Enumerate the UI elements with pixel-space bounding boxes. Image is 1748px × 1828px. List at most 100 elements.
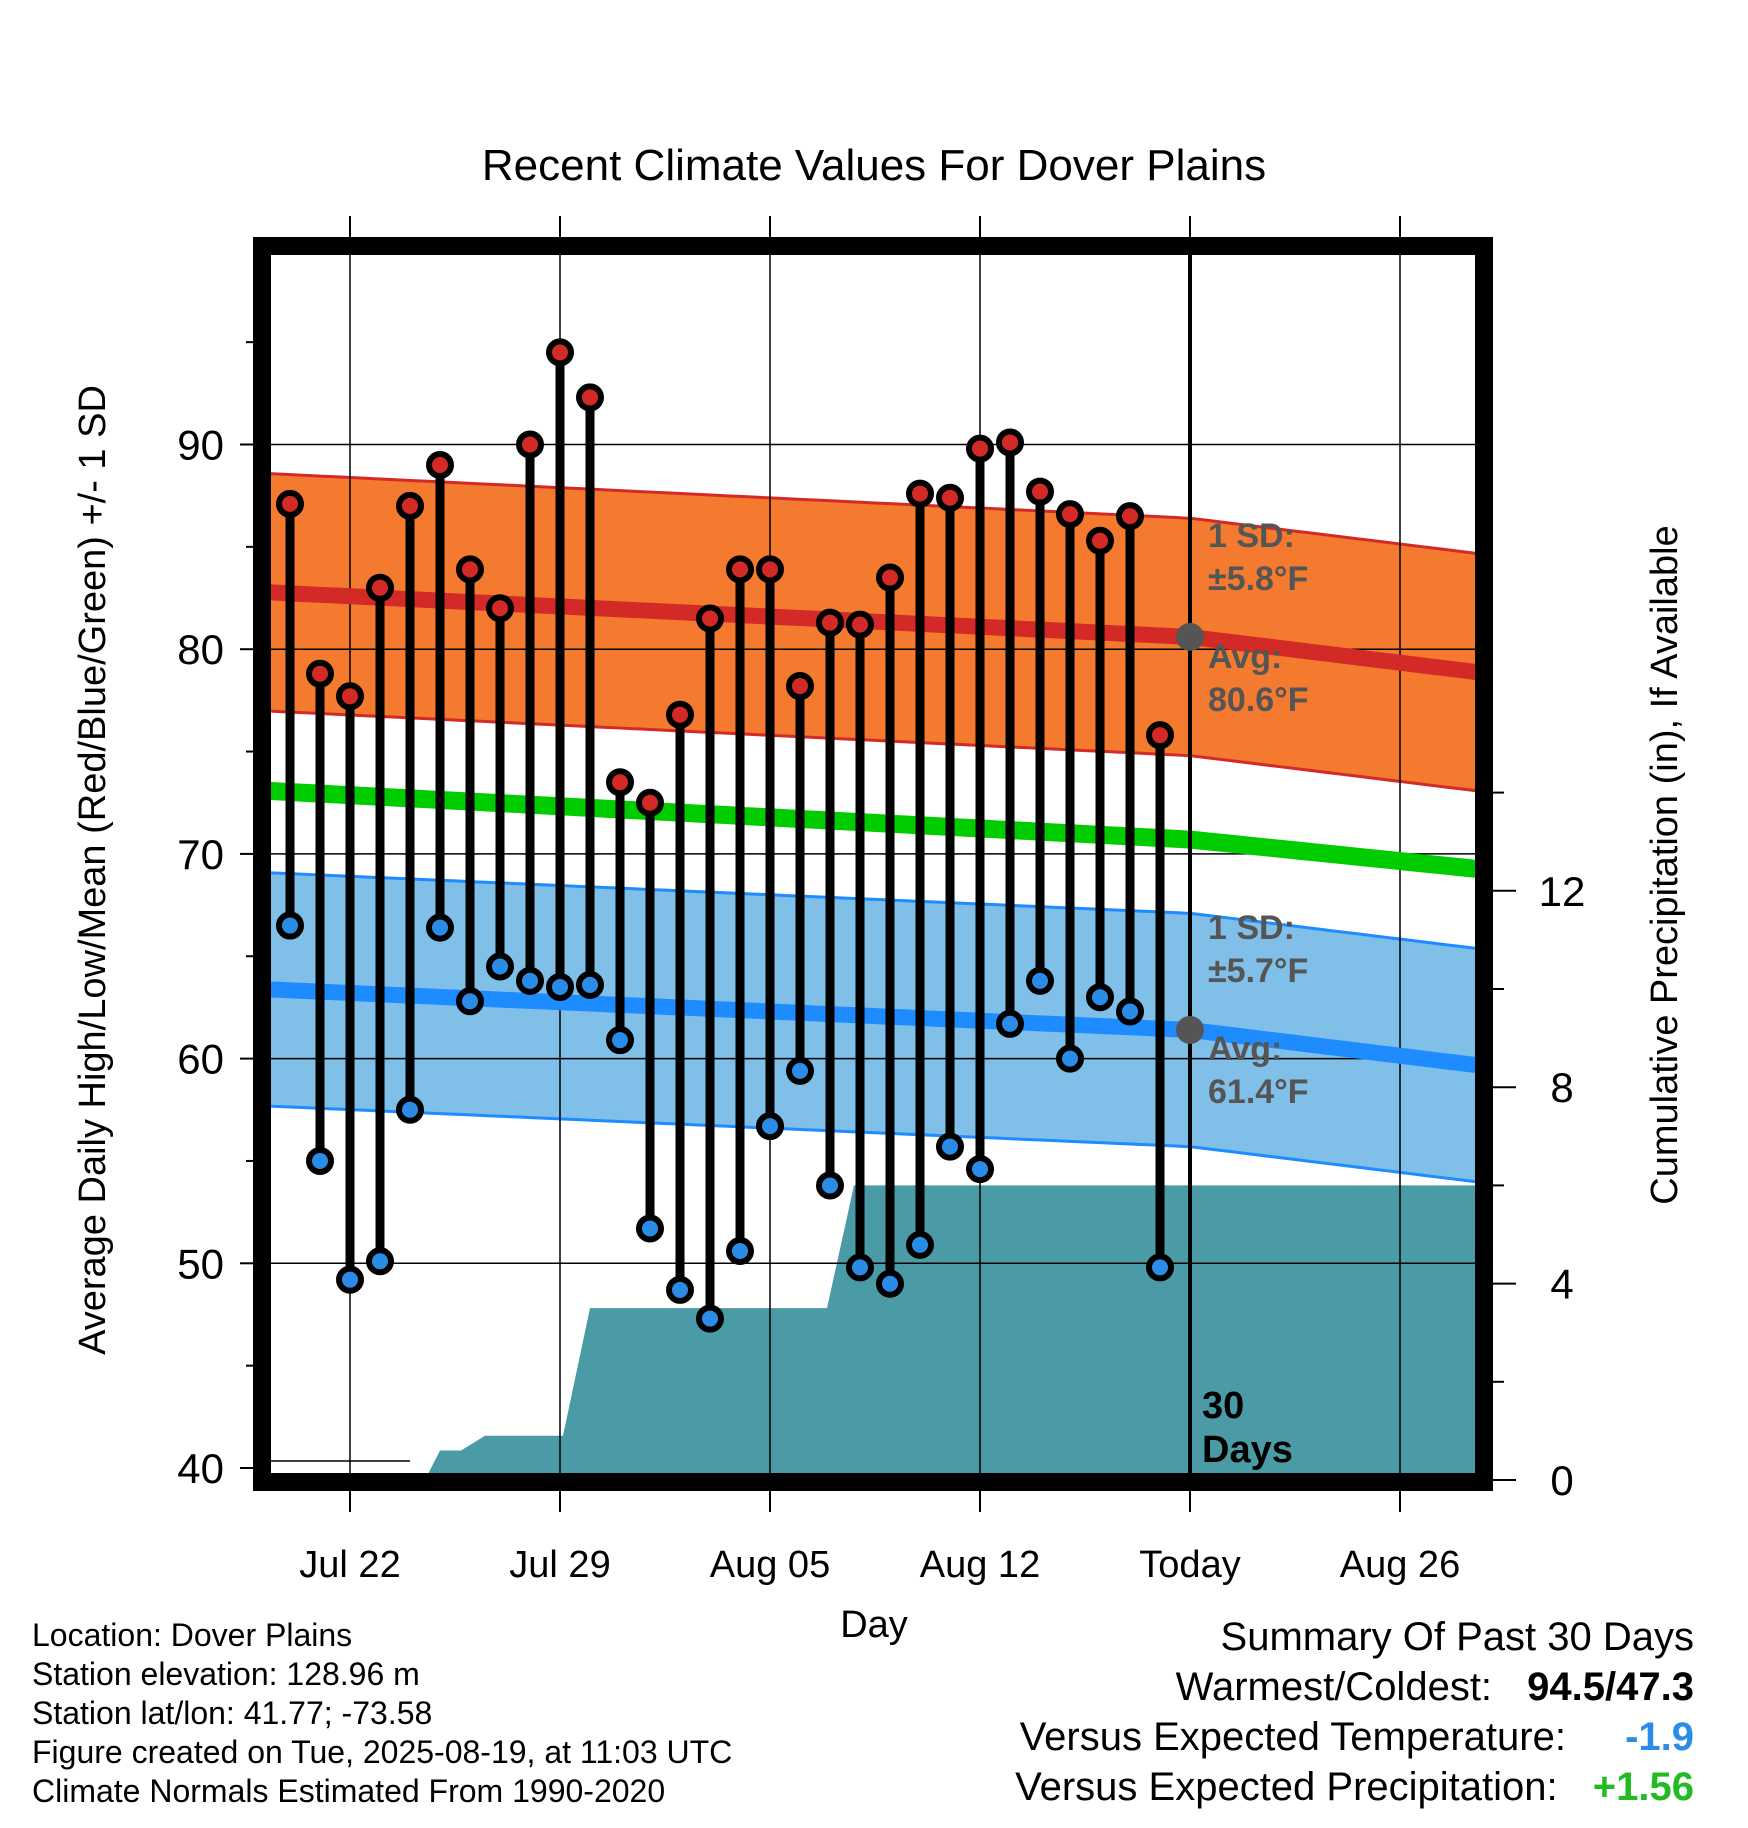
daily-high-point [936,483,964,512]
daily-high-point [696,604,724,633]
summary-panel: Summary Of Past 30 Days Warmest/Coldest:… [1015,1612,1694,1812]
high-avg-marker [1176,622,1204,651]
summary-title: Summary Of Past 30 Days [1220,1615,1694,1659]
daily-high-point [786,672,814,701]
low-avg-value: 61.4°F [1208,1073,1309,1111]
daily-low-point [1146,1253,1174,1282]
summary-temp-label: Versus Expected Temperature: [1019,1715,1566,1759]
high-sd-label: 1 SD: [1208,517,1295,555]
daily-high-point [1116,502,1144,531]
summary-temp-value: -1.9 [1625,1715,1694,1759]
daily-high-point [396,491,424,520]
x-tick-label: Aug 12 [920,1544,1040,1586]
daily-low-point [726,1237,754,1266]
daily-low-point [816,1171,844,1200]
daily-low-point [1026,966,1054,995]
y-tick-label: 40 [177,1445,224,1492]
summary-precip-value: +1.56 [1592,1765,1694,1809]
y2-tick-label: 12 [1539,868,1586,915]
daily-high-point [1056,500,1084,529]
daily-low-point [516,966,544,995]
daily-high-point [996,428,1024,457]
summary-warmest-label: Warmest/Coldest: [1175,1665,1493,1709]
y2-axis-label: Cumulative Precipitation (in), If Availa… [1644,525,1686,1204]
daily-high-point [906,479,934,508]
daily-low-point [636,1214,664,1243]
x-tick-label: Jul 22 [299,1544,400,1586]
daily-low-point [456,987,484,1016]
high-avg-label: Avg: [1208,638,1282,676]
summary-precip-label: Versus Expected Precipitation: [1015,1765,1558,1809]
daily-low-point [576,970,604,999]
today-days-number: 30 [1202,1385,1244,1427]
low-sd-label: 1 SD: [1208,909,1295,947]
x-tick-label: Jul 29 [509,1544,610,1586]
daily-low-point [426,913,454,942]
daily-low-point [1056,1044,1084,1073]
daily-low-point [666,1275,694,1304]
daily-high-point [576,383,604,412]
y-tick-label: 50 [177,1240,224,1287]
plot-area: 1 SD: ±5.8°F Avg: 80.6°F 1 SD: ±5.7°F Avg: 61.4… [177,216,1585,1586]
low-sd-lower-line [262,1104,1479,1184]
daily-high-point [876,563,904,592]
y2-tick-label: 8 [1550,1064,1573,1111]
summary-warmest-row: Warmest/Coldest: 94.5/47.3 [1015,1662,1694,1712]
y-axis-label: Average Daily High/Low/Mean (Red/Blue/Gr… [72,385,114,1355]
low-avg-label: Avg: [1208,1030,1282,1068]
daily-low-point [366,1247,394,1276]
high-sd-value: ±5.8°F [1208,560,1308,598]
daily-low-point [486,952,514,981]
daily-high-point [1026,477,1054,506]
daily-low-point [996,1009,1024,1038]
y2-tick-label: 0 [1550,1457,1573,1504]
y2-tick-label: 4 [1550,1261,1573,1308]
daily-high-point [336,682,364,711]
today-days-word: Days [1202,1429,1293,1471]
x-tick-label: Aug 26 [1340,1544,1460,1586]
daily-low-point [876,1269,904,1298]
summary-warmest-value: 94.5/47.3 [1527,1665,1694,1709]
high-sd-upper-line [262,471,1479,556]
daily-low-point [756,1112,784,1141]
summary-temp-row: Versus Expected Temperature: -1.9 [1015,1712,1694,1762]
daily-high-point [726,555,754,584]
daily-high-point [546,338,574,367]
daily-high-point [486,594,514,623]
x-tick-label: Today [1139,1544,1240,1586]
daily-low-point [966,1155,994,1184]
station-metadata: Location: Dover Plains Station elevation… [32,1616,732,1811]
normal-mean-line [262,781,1479,879]
daily-high-point [606,768,634,797]
y-tick-label: 70 [177,831,224,878]
summary-precip-row: Versus Expected Precipitation: +1.56 [1015,1762,1694,1812]
meta-created: Figure created on Tue, 2025-08-19, at 11… [32,1734,733,1770]
daily-high-point [636,788,664,817]
x-tick-label: Aug 05 [710,1544,830,1586]
daily-low-point [786,1056,814,1085]
daily-low-point [336,1265,364,1294]
daily-high-point [516,430,544,459]
daily-low-point [396,1095,424,1124]
daily-high-point [816,608,844,637]
daily-low-point [1116,997,1144,1026]
daily-low-point [906,1230,934,1259]
daily-low-point [276,911,304,940]
x-axis-label: Day [840,1604,908,1646]
daily-high-point [1146,721,1174,750]
meta-normals: Climate Normals Estimated From 1990-2020 [32,1773,666,1809]
chart-title: Recent Climate Values For Dover Plains [482,141,1266,190]
daily-high-point [306,659,334,688]
daily-high-point [456,555,484,584]
daily-low-point [1086,983,1114,1012]
daily-high-point [756,555,784,584]
daily-low-point [546,972,574,1001]
daily-low-point [846,1253,874,1282]
y-tick-label: 60 [177,1036,224,1083]
low-sd-value: ±5.7°F [1208,952,1308,990]
daily-high-point [366,573,394,602]
daily-high-point [1086,526,1114,555]
precip-area [262,1185,1484,1480]
daily-high-point [966,434,994,463]
